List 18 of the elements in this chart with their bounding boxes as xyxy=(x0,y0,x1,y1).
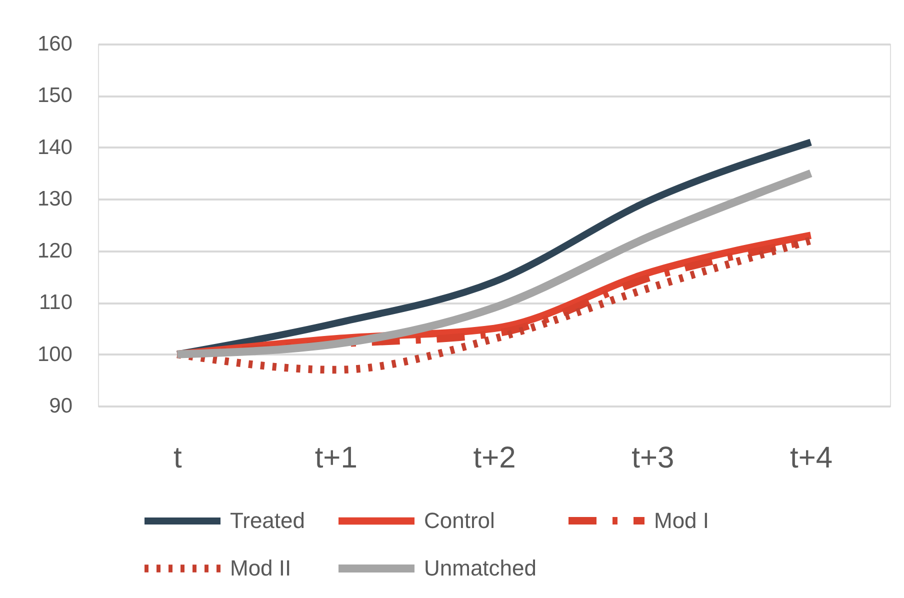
y-tick-label: 90 xyxy=(49,394,72,418)
x-tick-label: t+3 xyxy=(632,442,674,474)
legend-label: Treated xyxy=(230,508,306,533)
y-tick-label: 110 xyxy=(39,291,72,314)
y-tick-label: 120 xyxy=(37,239,72,262)
x-tick-label: t xyxy=(174,442,183,474)
x-tick-label: t+4 xyxy=(790,442,833,474)
y-tick-label: 150 xyxy=(37,84,72,108)
y-tick-label: 140 xyxy=(37,136,72,159)
x-tick-label: t+1 xyxy=(314,442,358,474)
y-tick-label: 130 xyxy=(37,188,72,211)
legend-label: Unmatched xyxy=(424,556,537,580)
legend-label: Mod II xyxy=(230,556,292,580)
y-tick-label: 100 xyxy=(37,342,72,366)
legend-label: Control xyxy=(424,508,495,533)
x-tick-label: t+2 xyxy=(473,442,516,474)
y-tick-label: 160 xyxy=(37,32,72,56)
legend-label: Mod I xyxy=(654,508,710,533)
